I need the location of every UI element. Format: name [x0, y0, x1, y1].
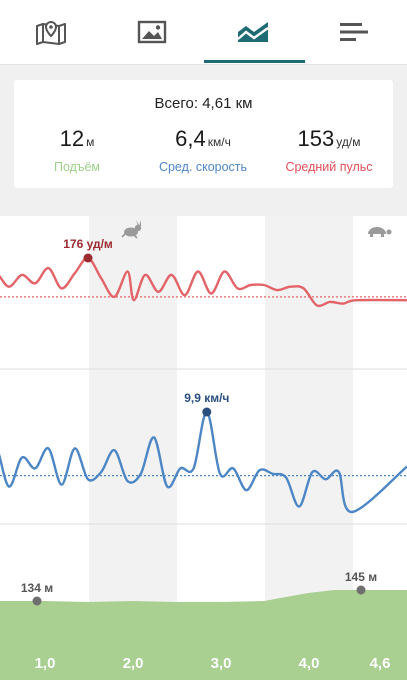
elevation-max-marker: [356, 585, 366, 595]
heart-rate-max-label: 176 уд/м: [63, 237, 113, 251]
list-lines-icon: [339, 23, 368, 41]
pulse-value: 153: [297, 126, 335, 151]
speed-unit: км/ч: [207, 135, 231, 149]
elevation-stat: 12 м Подъём: [14, 126, 140, 174]
x-tick-label: 3,0: [211, 655, 232, 672]
elevation-area: [0, 590, 407, 680]
pulse-stat: 153 уд/м Средний пульс: [266, 126, 392, 174]
elevation-max-label: 145 м: [345, 570, 377, 584]
tab-photos[interactable]: [101, 0, 202, 64]
total-distance: Всего: 4,61 км: [154, 95, 253, 112]
pulse-unit: уд/м: [336, 135, 361, 149]
elevation-caption: Подъём: [53, 160, 101, 174]
speed-stat: 6,4 км/ч Сред. скорость: [140, 126, 266, 174]
pulse-caption: Средний пульс: [285, 160, 373, 174]
map-pin-icon: [35, 20, 66, 45]
tab-bar: [0, 0, 407, 65]
image-icon: [137, 20, 166, 44]
x-tick-label: 1,0: [35, 655, 56, 672]
elevation-min-label: 134 м: [21, 581, 53, 595]
charts-panel[interactable]: 176 уд/м 9,9 км/ч 134 м 145 м 1,0 2,0 3,0 4,0 4,…: [0, 216, 407, 680]
tab-map[interactable]: [0, 0, 101, 64]
elevation-value: 12: [59, 126, 85, 151]
elevation-unit: м: [86, 135, 95, 149]
tab-charts[interactable]: [202, 0, 303, 64]
tab-details[interactable]: [303, 0, 404, 64]
heart-rate-max-marker: [83, 253, 93, 263]
x-tick-label: 2,0: [123, 655, 144, 672]
speed-line: [0, 410, 407, 514]
speed-max-marker: [202, 407, 212, 417]
hare-icon: [121, 220, 142, 239]
turtle-icon: [368, 227, 392, 237]
line-chart-icon: [236, 22, 269, 42]
speed-caption: Сред. скорость: [158, 160, 248, 174]
speed-max-label: 9,9 км/ч: [184, 391, 229, 405]
x-tick-label: 4,0: [299, 655, 320, 672]
speed-value: 6,4: [175, 126, 206, 151]
active-tab-indicator: [204, 60, 305, 63]
elevation-min-marker: [32, 596, 42, 606]
heart-rate-line: [0, 256, 407, 308]
summary-card: Всего: 4,61 км 12 м Подъём 6,4 км/ч Сред. …: [14, 80, 393, 188]
charts-svg: 176 уд/м 9,9 км/ч 134 м 145 м 1,0 2,0 3,0 4,0 4,…: [0, 216, 407, 680]
x-tick-label: 4,6: [370, 655, 391, 672]
